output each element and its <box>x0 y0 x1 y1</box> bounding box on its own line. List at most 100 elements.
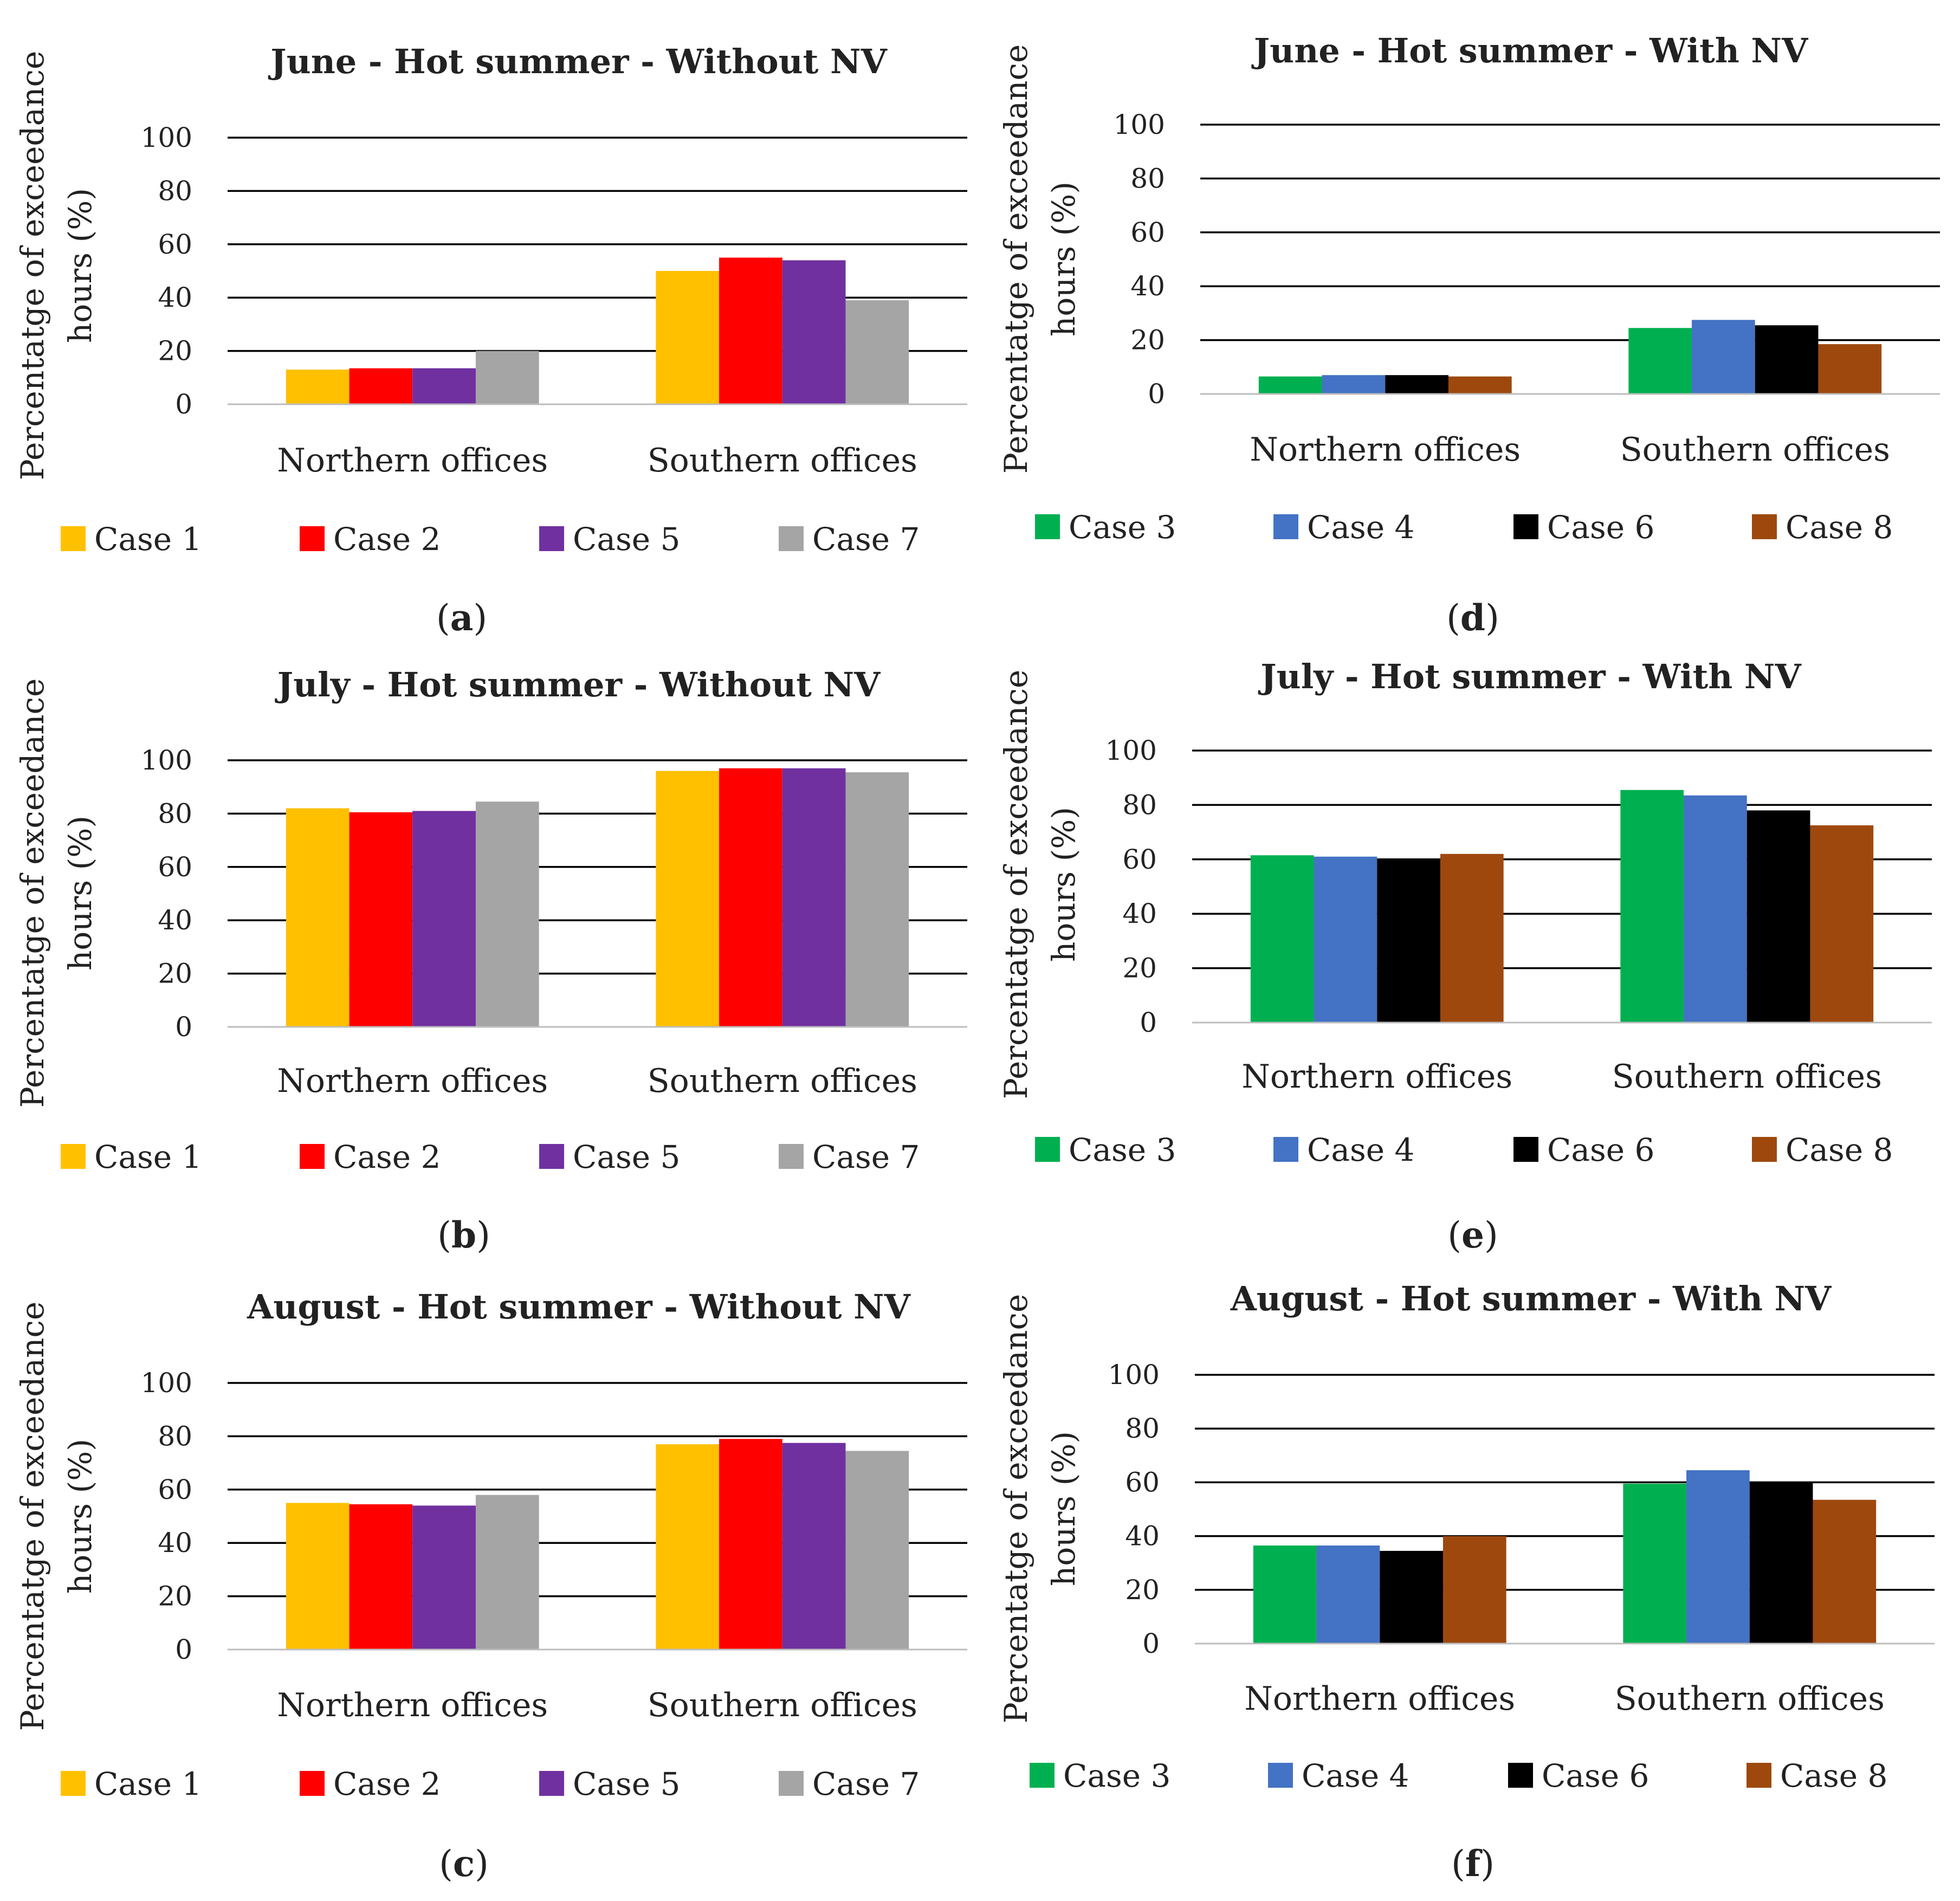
bar <box>1385 375 1448 394</box>
bar <box>1746 810 1810 1023</box>
bar <box>475 1495 539 1650</box>
y-tick-label: 60 <box>1122 844 1157 875</box>
legend-swatch <box>1752 1137 1777 1162</box>
bar <box>845 772 909 1027</box>
legend-label: Case 4 <box>1307 509 1414 546</box>
legend-swatch <box>539 1144 564 1169</box>
y-tick-label: 100 <box>1108 1359 1160 1391</box>
x-category-label: Southern offices <box>1620 431 1890 469</box>
y-tick-label: 60 <box>1125 1466 1160 1498</box>
legend-label: Case 2 <box>333 1139 441 1175</box>
chart-panel-c: August - Hot summer - Without NV Percenta… <box>14 1287 967 1885</box>
bar <box>349 1504 413 1650</box>
y-axis-title-line2: hours (%) <box>62 816 99 971</box>
chart-title: June - Hot summer - Without NV <box>268 42 887 81</box>
legend-swatch <box>779 1771 804 1796</box>
legend-label: Case 1 <box>94 1139 202 1175</box>
bar <box>412 811 476 1027</box>
legend-swatch <box>61 1144 86 1169</box>
panel-label: (e) <box>1447 1214 1498 1256</box>
panel-label: (c) <box>439 1842 489 1885</box>
legend-swatch <box>1035 1137 1060 1162</box>
bar <box>1628 328 1692 394</box>
legend-swatch <box>61 1771 86 1796</box>
chart-title: August - Hot summer - Without NV <box>247 1287 911 1327</box>
y-axis-title-line2: hours (%) <box>1045 182 1082 337</box>
legend-label: Case 4 <box>1307 1131 1414 1168</box>
bar <box>1258 376 1322 394</box>
legend-swatch <box>1273 1137 1298 1162</box>
bar <box>412 1505 476 1650</box>
bar <box>656 1444 720 1650</box>
y-tick-label: 80 <box>1125 1413 1160 1444</box>
legend-label: Case 6 <box>1542 1757 1649 1794</box>
bar <box>1250 855 1314 1023</box>
bar <box>719 768 782 1027</box>
bar <box>1684 795 1747 1023</box>
y-tick-label: 40 <box>158 904 192 936</box>
bar <box>349 368 413 404</box>
y-tick-label: 100 <box>141 745 192 776</box>
legend-label: Case 8 <box>1786 1131 1893 1168</box>
bar <box>719 257 782 404</box>
legend-swatch <box>1752 514 1777 539</box>
legend-swatch <box>1513 1137 1538 1162</box>
legend-label: Case 4 <box>1302 1757 1409 1794</box>
legend-label: Case 6 <box>1547 1131 1654 1168</box>
legend-label: Case 2 <box>333 521 441 558</box>
bar <box>782 768 846 1027</box>
y-tick-label: 20 <box>158 958 192 990</box>
y-axis-title-line1: Percentatge of exceedance <box>998 670 1034 1100</box>
x-category-label: Southern offices <box>648 442 917 480</box>
y-tick-label: 0 <box>1140 1007 1157 1038</box>
legend-swatch <box>300 526 325 551</box>
legend-label: Case 5 <box>573 1766 680 1802</box>
legend-swatch <box>1513 514 1538 539</box>
y-tick-label: 0 <box>175 389 192 420</box>
y-tick-label: 60 <box>158 851 192 883</box>
y-tick-label: 80 <box>158 1420 192 1452</box>
y-tick-label: 100 <box>1114 109 1165 140</box>
legend-label: Case 3 <box>1063 1757 1170 1794</box>
legend-swatch <box>779 1144 804 1169</box>
bar <box>656 771 720 1027</box>
bar <box>1442 1536 1506 1644</box>
legend-swatch <box>779 526 804 551</box>
bar <box>782 1443 846 1650</box>
y-tick-label: 20 <box>158 335 192 367</box>
legend-label: Case 3 <box>1069 509 1176 546</box>
legend-label: Case 7 <box>812 1139 920 1175</box>
y-tick-label: 40 <box>158 1527 192 1559</box>
legend-label: Case 1 <box>94 1766 202 1802</box>
y-tick-label: 0 <box>1148 378 1165 410</box>
bar <box>1316 1545 1380 1644</box>
y-tick-label: 100 <box>141 1367 192 1399</box>
legend-label: Case 7 <box>812 521 920 558</box>
y-axis-title-line1: Percentatge of exceedance <box>14 678 51 1108</box>
x-category-label: Northern offices <box>277 1062 548 1100</box>
bar <box>1620 790 1684 1023</box>
y-tick-label: 20 <box>158 1581 192 1612</box>
chart-panel-f: August - Hot summer - With NV Percentatge… <box>998 1279 1935 1885</box>
bar <box>349 812 413 1027</box>
y-tick-label: 80 <box>158 175 192 206</box>
legend-swatch <box>1273 514 1298 539</box>
legend-label: Case 8 <box>1780 1757 1887 1794</box>
bar <box>845 1451 909 1650</box>
y-axis-title-line1: Percentatge of exceedance <box>14 1302 51 1731</box>
y-tick-label: 40 <box>1130 270 1165 302</box>
legend-label: Case 1 <box>94 521 202 558</box>
bar <box>656 271 720 404</box>
bar <box>1818 344 1882 394</box>
bar <box>475 351 539 404</box>
x-category-label: Northern offices <box>277 442 548 480</box>
panel-label: (b) <box>437 1214 490 1256</box>
legend-swatch <box>1035 514 1060 539</box>
chart-panel-a: June - Hot summer - Without NV Percentatg… <box>14 42 967 639</box>
y-tick-label: 80 <box>1122 789 1157 820</box>
y-tick-label: 20 <box>1122 953 1157 984</box>
bar <box>1448 376 1512 394</box>
bar <box>475 801 539 1027</box>
panel-label: (d) <box>1446 597 1499 639</box>
